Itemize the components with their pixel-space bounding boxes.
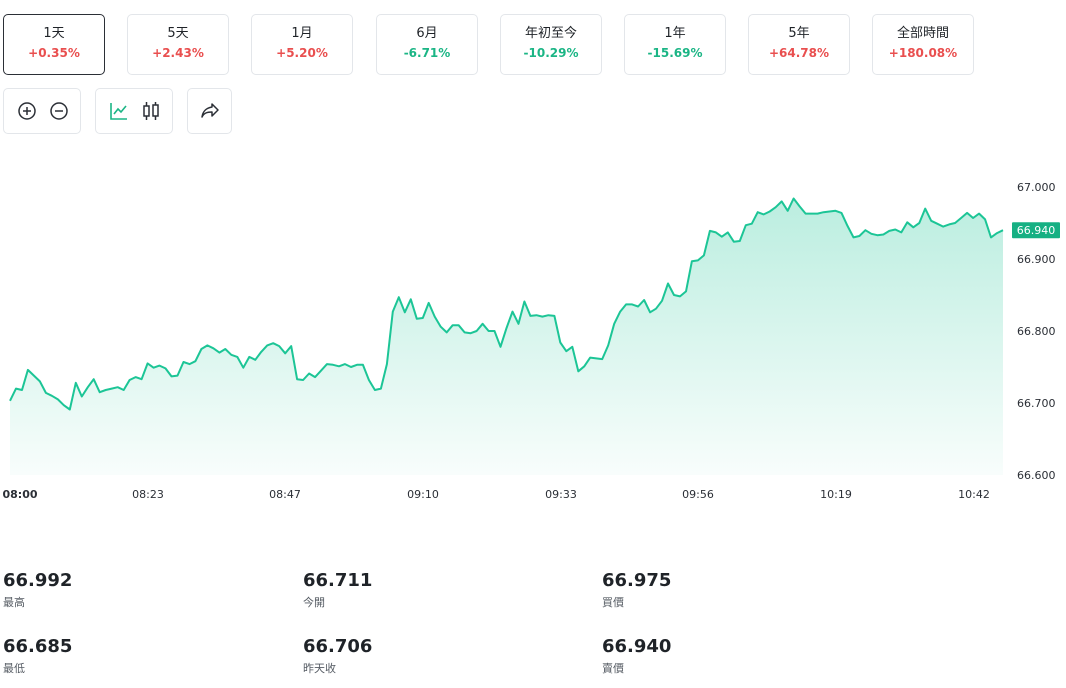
stat-prev-close: 66.706 昨天收 [303,636,563,676]
stat-label: 賣價 [602,662,624,675]
range-label: 6月 [416,26,438,41]
range-tab-ytd[interactable]: 年初至今 -10.29% [500,14,602,75]
stat-bid: 66.975 買價 [602,570,862,610]
stat-value: 66.685 [3,636,73,657]
range-tab-5y[interactable]: 5年 +64.78% [748,14,850,75]
last-price-label: 66.940 [1017,224,1056,237]
candlestick-icon[interactable] [140,100,162,122]
range-change: -10.29% [523,46,579,60]
stat-label: 最低 [3,662,25,675]
range-label: 5年 [788,26,810,41]
stat-value: 66.706 [303,636,373,657]
x-tick-label: 09:33 [545,488,577,501]
range-label: 年初至今 [524,26,577,41]
x-tick-label: 09:56 [682,488,714,501]
price-line [9,197,1004,411]
range-selector: 1天 +0.35% 5天 +2.43% 1月 +5.20% 6月 -6.71% … [3,14,983,75]
range-change: +180.08% [888,46,958,60]
y-tick-label: 66.700 [1017,397,1056,410]
range-tab-1m[interactable]: 1月 +5.20% [251,14,353,75]
stat-high: 66.992 最高 [3,570,263,610]
stat-label: 今開 [303,596,325,609]
zoom-out-icon[interactable] [48,100,70,122]
share-control [187,88,232,134]
range-change: +2.43% [152,46,204,60]
last-price-tag [1012,222,1060,239]
range-tab-1d[interactable]: 1天 +0.35% [3,14,105,75]
stat-value: 66.992 [3,570,73,591]
range-change: +64.78% [768,46,830,60]
y-tick-label: 67.000 [1017,181,1056,194]
zoom-controls [3,88,81,134]
line-chart-icon[interactable] [108,100,130,122]
x-tick-label: 08:47 [269,488,301,501]
zoom-in-icon[interactable] [16,100,38,122]
stat-value: 66.711 [303,570,373,591]
range-change: -15.69% [647,46,703,60]
stat-label: 最高 [3,596,25,609]
stat-open: 66.711 今開 [303,570,563,610]
range-tab-1y[interactable]: 1年 -15.69% [624,14,726,75]
y-tick-label: 66.800 [1017,325,1056,338]
x-tick-label: 10:42 [958,488,990,501]
stat-ask: 66.940 賣價 [602,636,862,676]
x-tick-label: 09:10 [407,488,439,501]
range-change: -6.71% [403,46,451,60]
y-tick-label: 66.900 [1017,253,1056,266]
range-label: 1月 [291,26,313,41]
range-tab-6m[interactable]: 6月 -6.71% [376,14,478,75]
price-chart[interactable]: 67.000 66.900 66.800 66.700 66.600 08:00 08:23… [0,150,1066,510]
share-icon[interactable] [199,100,221,122]
x-tick-label: 10:19 [820,488,852,501]
stat-value: 66.975 [602,570,672,591]
y-tick-label: 66.600 [1017,469,1056,482]
price-area [10,198,1003,475]
stat-value: 66.940 [602,636,672,657]
x-tick-label: 08:23 [132,488,164,501]
range-label: 5天 [167,26,189,41]
range-tab-5d[interactable]: 5天 +2.43% [127,14,229,75]
range-change: +5.20% [276,46,328,60]
range-label: 1天 [43,26,65,41]
chart-type-controls [95,88,173,134]
stat-label: 昨天收 [303,662,336,675]
range-tab-all[interactable]: 全部時間 +180.08% [872,14,974,75]
range-label: 1年 [664,26,686,41]
stats-panel: 66.992 最高 66.711 今開 66.975 買價 66.685 最低 … [0,560,1066,688]
range-label: 全部時間 [896,26,949,41]
x-tick-label: 08:00 [2,488,37,501]
stat-low: 66.685 最低 [3,636,263,676]
range-change: +0.35% [28,46,80,60]
stat-label: 買價 [602,596,624,609]
